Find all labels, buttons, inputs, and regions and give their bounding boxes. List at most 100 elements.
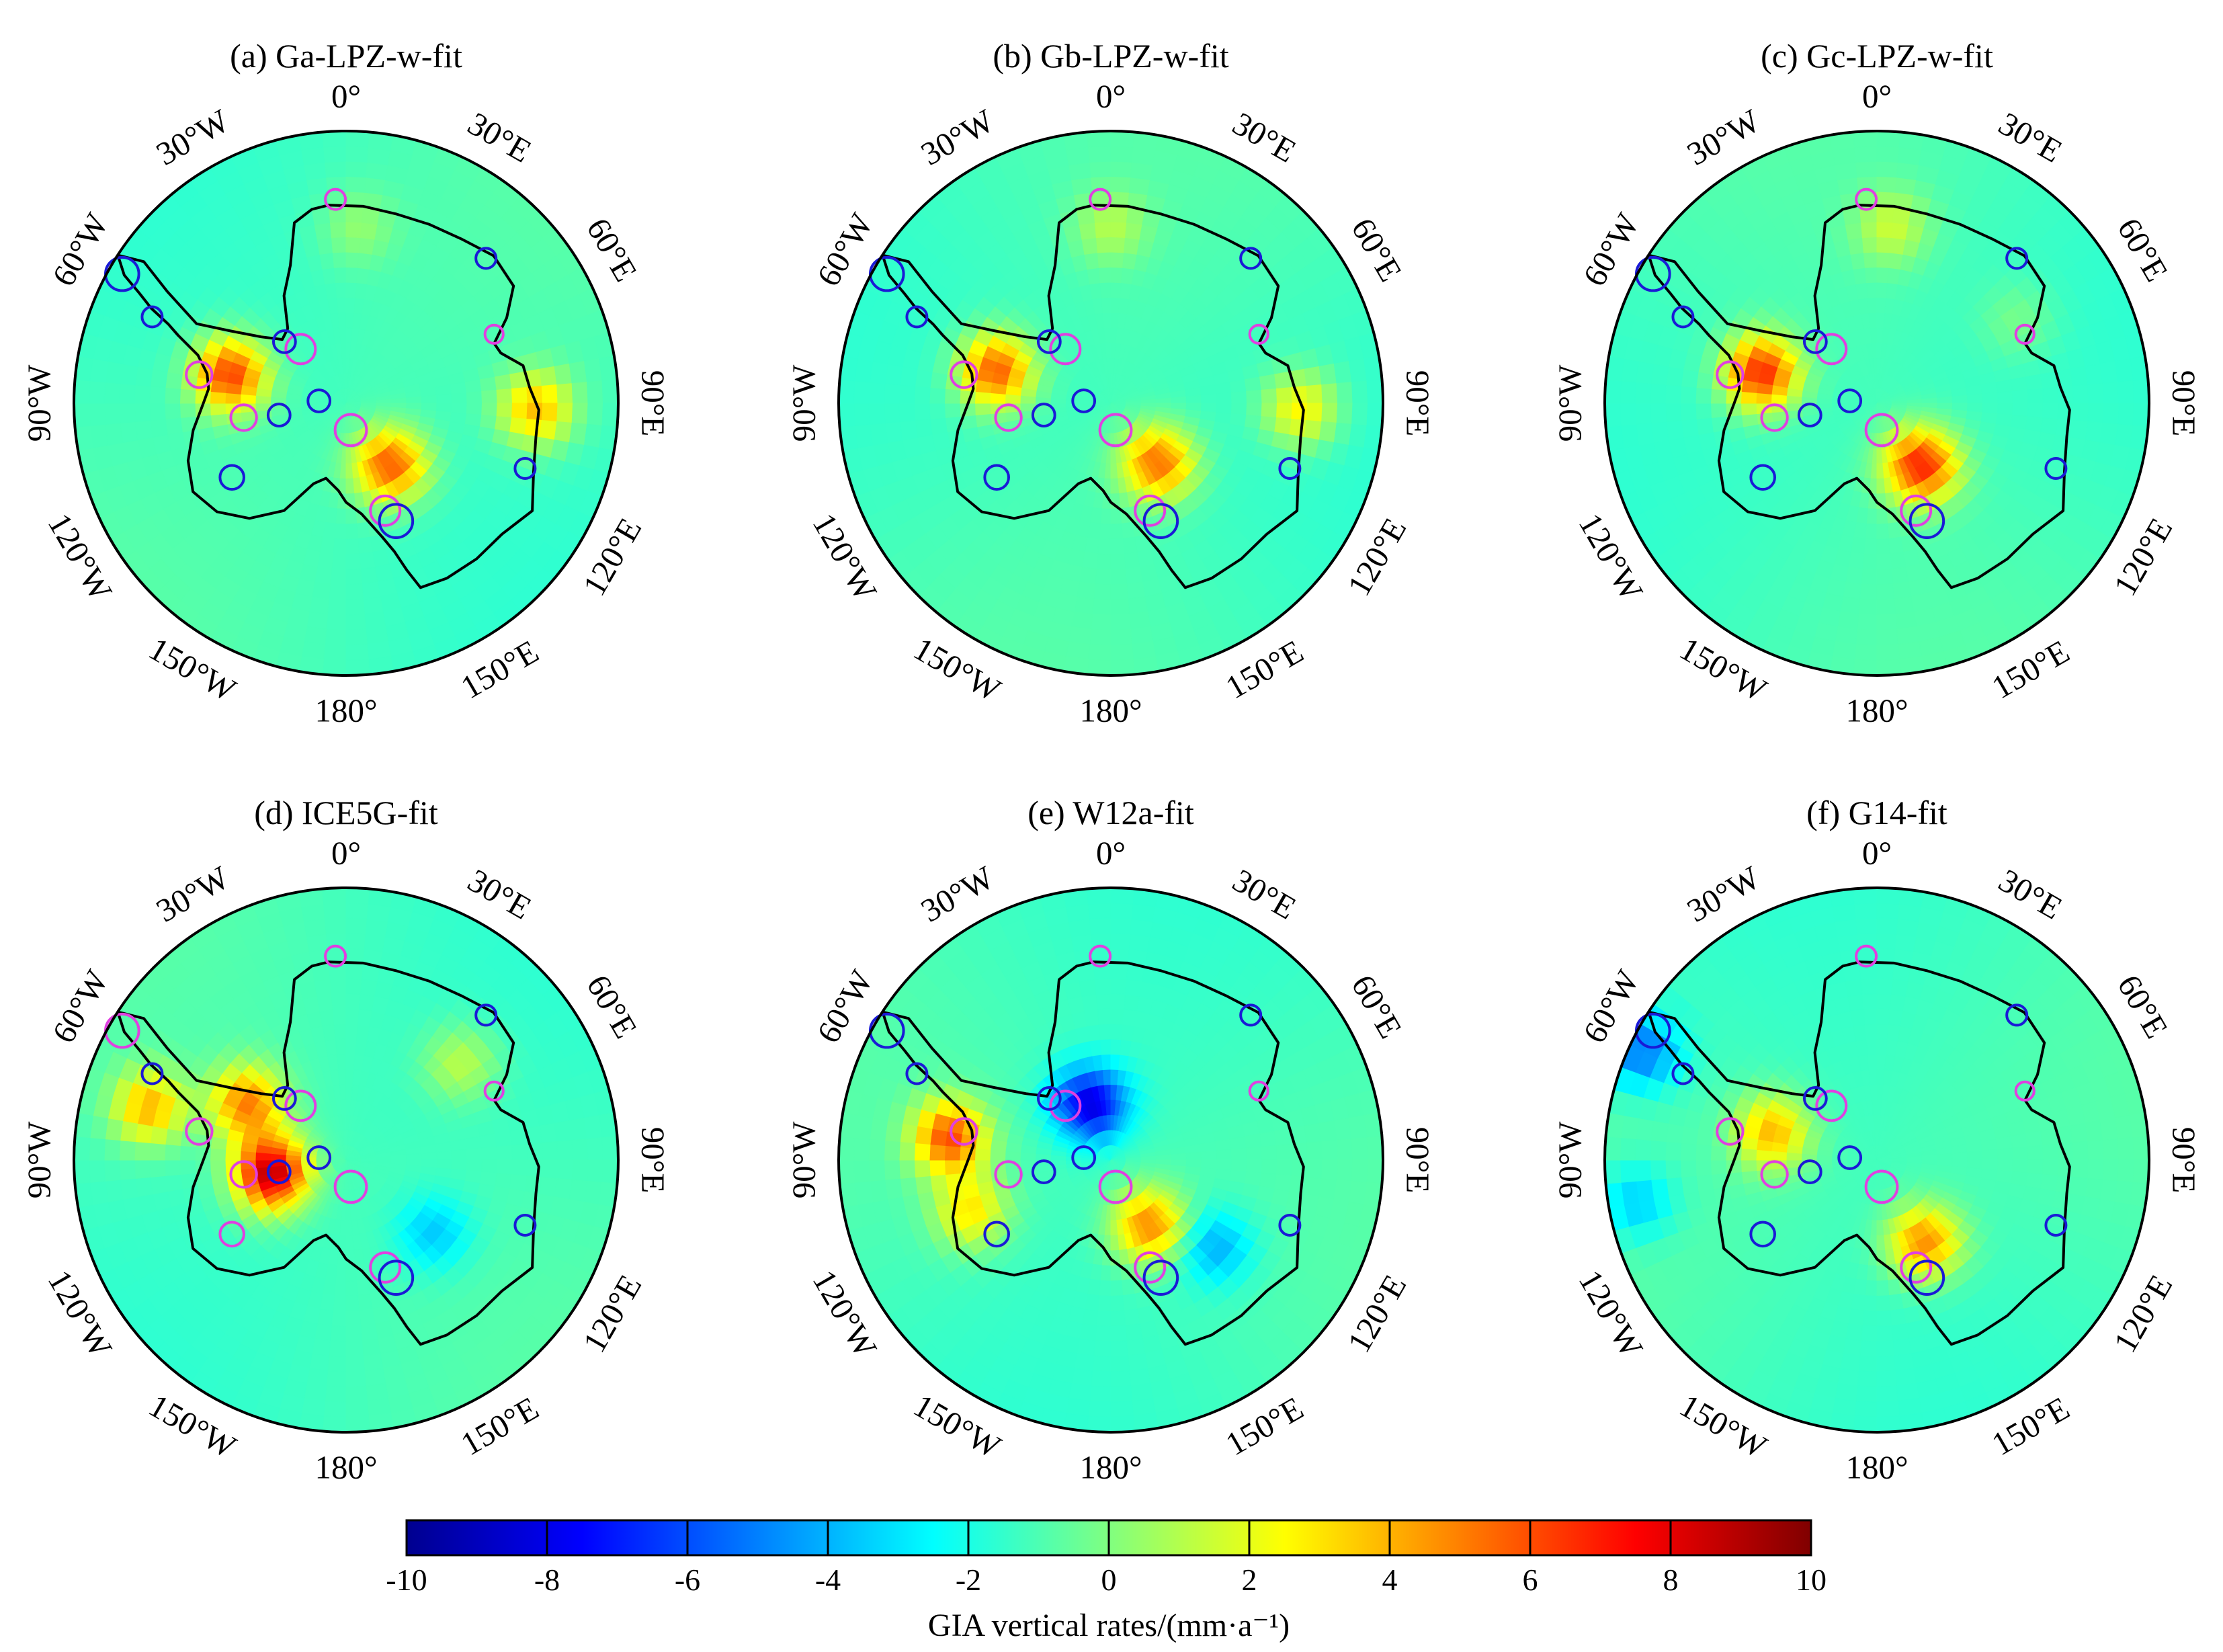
grid-cell [149,1159,166,1178]
grid-cell [2102,382,2120,404]
grid-cell [88,380,106,404]
grid-cell [1876,614,1898,631]
grid-cell [345,1007,360,1025]
gps-site-marker [1134,494,1167,527]
panel-title: (c) Gc-LPZ-w-fit [1761,37,1993,75]
grid-cell [1876,644,1900,661]
longitude-label: 180° [1845,692,1908,729]
grid-cell [345,1023,359,1040]
grid-cell [1110,175,1132,193]
grid-cell [1336,403,1354,425]
gps-site-marker [2044,456,2068,480]
grid-cell [345,1340,364,1358]
map-boundary [73,130,620,677]
grid-cell [481,1146,499,1161]
grid-cell [1634,382,1652,404]
grid-cell [1649,382,1667,404]
gps-site-marker [1797,403,1822,427]
grid-cell [314,978,332,997]
grid-cell [209,1159,226,1173]
grid-cell [356,522,370,540]
grid-cell [1088,145,1112,163]
gps-site-marker [1036,329,1062,354]
grid-cell [317,993,333,1011]
grid-cell [209,403,226,416]
grid-cell [1336,382,1354,404]
gps-site-marker [324,188,347,211]
grid-cell [331,1310,347,1327]
grid-cell [345,583,364,601]
grid-cell [103,382,121,404]
gps-site-marker [1239,247,1263,270]
grid-cell [322,1023,336,1042]
grid-cell [1246,389,1263,404]
grid-cell [322,131,347,148]
grid-cell [974,413,993,427]
grid-cell [1855,628,1878,647]
grid-cell [541,384,559,404]
grid-cell [339,1083,347,1100]
grid-cell [1261,403,1278,419]
grid-cell [1865,281,1878,298]
grid-cell [943,388,961,404]
grid-cell [451,403,468,415]
longitude-label: 0° [1096,78,1126,115]
grid-cell [163,386,181,404]
grid-cell [1216,403,1233,415]
grid-cell [1710,388,1727,404]
map-panel: (b) Gb-LPZ-w-fit0°30°E60°E90°E120°E150°E… [786,37,1437,729]
grid-cell [345,145,369,163]
grid-cell [1710,403,1727,419]
grid-cell [1351,403,1369,426]
grid-cell [1110,538,1125,556]
grid-cell [466,390,483,404]
grid-cell [898,403,916,423]
grid-cell [1094,569,1112,586]
grid-cell [1099,508,1112,526]
grid-cell [1110,598,1130,616]
grid-cell [1856,614,1878,631]
grid-cell [481,1159,499,1174]
map-panel: (d) ICE5G-fit0°30°E60°E90°E120°E150°E180… [21,794,672,1486]
gps-site-marker [271,329,297,354]
grid-cell [345,1038,358,1055]
grid-cell [360,1323,378,1342]
grid-cell [325,614,347,631]
grid-cell [1110,251,1125,268]
grid-cell [164,417,183,436]
grid-cell [179,388,196,404]
grid-cell [337,311,347,329]
grid-cell [163,1143,181,1161]
grid-cell [496,1145,513,1161]
grid-cell [2087,403,2105,424]
gps-site-marker [513,456,537,480]
grid-cell [1110,628,1132,647]
map-panel: (a) Ga-LPZ-w-fit0°30°E60°E90°E120°E150°E… [21,37,672,729]
grid-cell [1997,403,2014,416]
longitude-label: 0° [331,78,361,115]
grid-cell [1876,251,1891,268]
grid-cell [149,1142,166,1161]
grid-cell [1876,220,1894,238]
longitude-label: 30°E [462,105,538,170]
grid-cell [587,403,604,426]
longitude-label: 180° [314,692,377,729]
grid-cell [74,403,91,427]
grid-cell [1366,379,1383,404]
grid-cell [133,1159,151,1180]
gps-site-marker [333,413,368,448]
panel-title: (b) Gb-LPZ-w-fit [993,37,1228,75]
map-panels: (a) Ga-LPZ-w-fit0°30°E60°E90°E120°E150°E… [21,37,2203,1486]
grid-cell [466,403,483,416]
grid-cell [335,1265,347,1282]
grid-cell [541,403,559,423]
grid-cell [1868,311,1878,329]
grid-cell [1861,236,1878,253]
grid-cell [345,1235,355,1252]
grid-cell [496,403,513,419]
grid-cell [421,1151,438,1161]
grid-cell [928,403,946,420]
grid-cell [345,206,364,223]
grid-cell [435,1150,453,1161]
gps-site-marker [994,403,1023,432]
